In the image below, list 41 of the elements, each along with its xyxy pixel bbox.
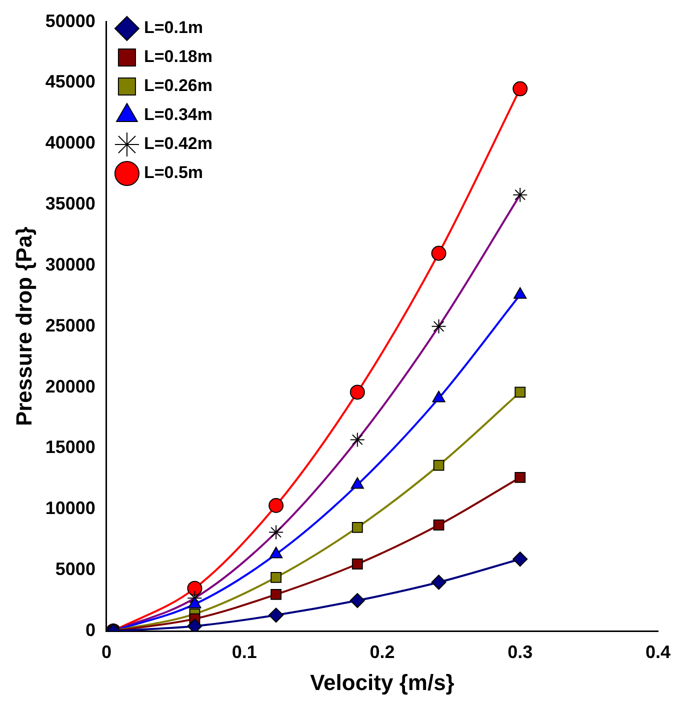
legend-label: L=0.18m <box>144 47 212 66</box>
y-tick-label: 10000 <box>45 498 96 518</box>
y-tick-label: 45000 <box>45 72 96 92</box>
x-tick-label: 0.1 <box>232 642 257 662</box>
y-tick-label: 35000 <box>45 194 96 214</box>
y-tick-label: 30000 <box>45 254 96 274</box>
point <box>512 81 528 96</box>
y-tick-label: 25000 <box>45 315 96 336</box>
x-tick-label: 0.2 <box>370 642 395 662</box>
point <box>268 608 284 623</box>
point <box>352 522 363 533</box>
x-axis-title: Velocity {m/s} <box>310 670 455 695</box>
point <box>433 520 444 530</box>
x-tick-label: 0.4 <box>645 642 671 662</box>
y-axis-title: Pressure drop {Pa} <box>11 226 36 426</box>
y-tick-label: 50000 <box>45 10 96 31</box>
y-tick-label: 15000 <box>45 437 96 458</box>
point <box>433 460 444 471</box>
point <box>350 593 365 608</box>
legend-label: L=0.26m <box>144 76 212 96</box>
legend-label: L=0.5m <box>144 163 204 182</box>
point <box>187 580 202 596</box>
point <box>270 572 282 583</box>
legend-label: L=0.34m <box>144 105 212 124</box>
point <box>350 384 365 400</box>
point <box>512 552 528 567</box>
point <box>514 386 526 398</box>
point <box>270 589 282 600</box>
point <box>514 472 526 483</box>
legend-label: L=0.1m <box>144 18 204 38</box>
y-tick-label: 0 <box>85 620 96 640</box>
y-tick-label: 20000 <box>45 376 96 396</box>
y-tick-label: 5000 <box>55 559 96 580</box>
legend-label: L=0.42m <box>144 134 212 154</box>
point <box>431 246 446 261</box>
x-tick-label: 0 <box>101 642 112 662</box>
point <box>431 574 446 590</box>
x-tick-label: 0.3 <box>508 642 533 662</box>
point <box>352 558 363 570</box>
y-tick-label: 40000 <box>45 132 96 153</box>
point <box>268 498 284 514</box>
